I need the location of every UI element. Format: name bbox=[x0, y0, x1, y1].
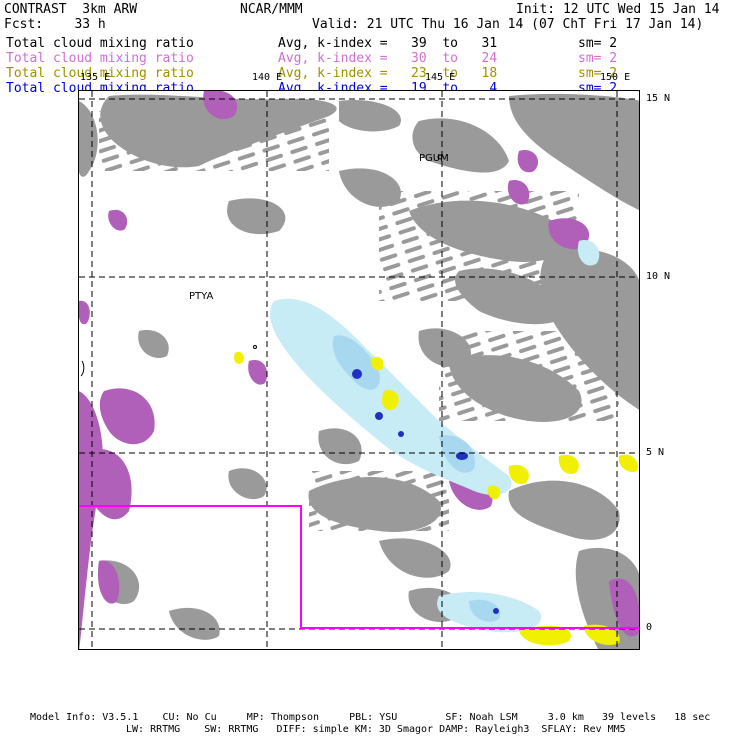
legend-row-1-sm: sm= 2 bbox=[578, 36, 618, 51]
lon-label-150: 150 E bbox=[600, 72, 631, 83]
lat-label-10n: 10 N bbox=[646, 271, 671, 282]
coastline-markers bbox=[80, 154, 443, 377]
station-label-pgum: PGUM bbox=[419, 153, 449, 164]
legend-row-3-range: Avg, k-index = 23 to 18 bbox=[278, 66, 498, 81]
model-title: CONTRAST 3km ARW bbox=[4, 2, 138, 17]
legend-row-1-field: Total cloud mixing ratio bbox=[6, 36, 194, 51]
lat-label-5n: 5 N bbox=[646, 447, 665, 458]
legend-row-2-field: Total cloud mixing ratio bbox=[6, 51, 194, 66]
lon-label-145: 145 E bbox=[425, 72, 456, 83]
legend-row-2-range: Avg, k-index = 30 to 24 bbox=[278, 51, 498, 66]
shallow-cloud-cores bbox=[352, 369, 499, 614]
lat-label-0: 0 bbox=[646, 622, 653, 633]
legend-row-3-field: Total cloud mixing ratio bbox=[6, 66, 194, 81]
forecast-hour: Fcst: 33 h bbox=[4, 17, 106, 32]
legend-row-3-sm: sm= 2 bbox=[578, 66, 618, 81]
map-panel: PGUM PTYA bbox=[78, 90, 640, 650]
wave-texture-layer bbox=[99, 111, 619, 531]
init-time: Init: 12 UTC Wed 15 Jan 14 bbox=[516, 2, 720, 17]
nested-domain-boundary bbox=[79, 505, 639, 629]
valid-time: Valid: 21 UTC Thu 16 Jan 14 (07 ChT Fri … bbox=[312, 17, 704, 32]
low-cloud-layer bbox=[234, 351, 638, 646]
station-label-ptya: PTYA bbox=[189, 291, 214, 302]
lat-label-15n: 15 N bbox=[646, 93, 671, 104]
model-info-line-1: Model Info: V3.5.1 CU: No Cu MP: Thompso… bbox=[30, 712, 711, 723]
legend-row-1-range: Avg, k-index = 39 to 31 bbox=[278, 36, 498, 51]
organization-label: NCAR/MMM bbox=[240, 2, 303, 17]
cloud-field-map bbox=[79, 91, 639, 649]
lon-label-140: 140 E bbox=[252, 72, 283, 83]
lon-label-135: 135 E bbox=[80, 72, 111, 83]
model-info-line-2: LW: RRTMG SW: RRTMG DIFF: simple KM: 3D … bbox=[126, 724, 626, 735]
legend-row-2-sm: sm= 2 bbox=[578, 51, 618, 66]
